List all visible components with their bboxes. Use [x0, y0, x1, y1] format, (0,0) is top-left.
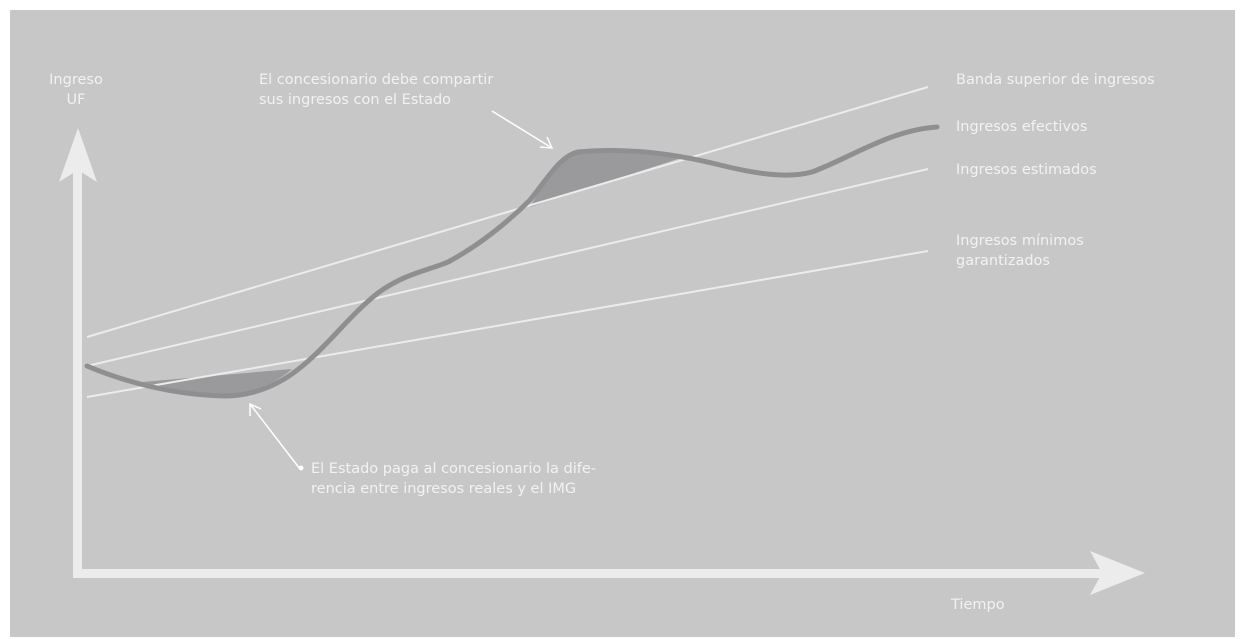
estimated-revenue-line	[86, 168, 929, 367]
x-axis-label: Tiempo	[951, 597, 1005, 613]
actual-revenue-line	[84, 124, 940, 399]
upper-band-label: Banda superior de ingresos	[956, 72, 1155, 88]
upper-band-line	[86, 86, 929, 338]
y-axis-label: Ingreso UF	[49, 72, 103, 108]
share-annotation-arrow	[491, 110, 553, 149]
state-payment-area	[142, 369, 292, 395]
pay-annotation-arrow	[249, 403, 301, 470]
estimated-revenue-label: Ingresos estimados	[956, 162, 1097, 178]
diagram-background	[10, 10, 1235, 637]
minimum-guaranteed-line	[86, 250, 929, 398]
y-axis-arrowhead	[59, 128, 97, 182]
pay-annotation-arrowhead	[249, 402, 262, 416]
actual-revenue-label: Ingresos efectivos	[956, 119, 1088, 135]
x-axis-arrowhead	[1090, 551, 1145, 595]
pay-annotation-dot	[298, 465, 304, 471]
revenue-sharing-area	[530, 150, 684, 207]
x-axis	[73, 569, 1103, 578]
y-axis	[73, 160, 82, 578]
revenue-sharing-annotation: El concesionario debe compartir sus ingr…	[259, 72, 494, 108]
share-annotation-arrowhead	[539, 136, 554, 149]
state-payment-annotation: El Estado paga al concesionario la dife-…	[311, 461, 597, 497]
minimum-guaranteed-label: Ingresos mínimos garantizados	[956, 233, 1084, 269]
